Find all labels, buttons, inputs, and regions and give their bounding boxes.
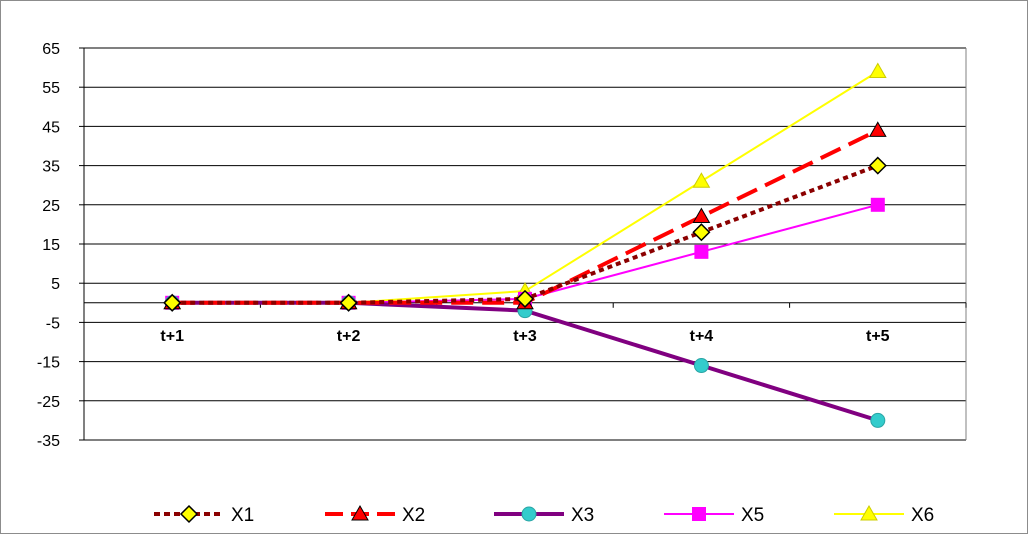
data-point xyxy=(339,293,358,312)
x-tick-label: t+5 xyxy=(866,328,890,345)
y-tick-label: 55 xyxy=(42,80,60,97)
y-tick-label: 35 xyxy=(42,159,60,176)
data-point xyxy=(163,293,182,312)
data-point xyxy=(515,289,535,308)
data-point xyxy=(868,121,887,137)
data-point xyxy=(692,223,711,242)
y-tick-label: 45 xyxy=(42,119,60,136)
x-tick-label: t+1 xyxy=(160,328,184,345)
y-tick-label: -25 xyxy=(37,394,60,411)
data-point xyxy=(694,244,709,259)
y-tick-label: -5 xyxy=(46,315,60,332)
data-point xyxy=(870,412,886,428)
legend-item: X6 xyxy=(834,504,934,526)
data-point xyxy=(692,207,711,224)
y-tick-label: -35 xyxy=(37,433,60,450)
legend-label: X5 xyxy=(741,505,764,526)
legend-label: X1 xyxy=(231,505,254,526)
series-X1 xyxy=(163,156,887,312)
legend-marker xyxy=(860,504,878,521)
y-tick-label: 25 xyxy=(42,198,60,215)
series-X6 xyxy=(163,62,887,310)
x-tick-label: t+3 xyxy=(513,328,537,345)
data-point xyxy=(868,156,887,175)
y-axis: 65 55 45 35 25 15 5 -5 -15 -25 -35 xyxy=(37,41,85,450)
legend-marker xyxy=(692,507,706,521)
x-tick-label: t+2 xyxy=(337,328,361,345)
grid xyxy=(84,47,967,441)
legend: X1 X2 X3 X5 X6 xyxy=(154,504,934,526)
x-tick-label: t+4 xyxy=(690,328,714,345)
series-group xyxy=(163,62,887,428)
legend-item: X1 xyxy=(154,504,254,526)
legend-item: X3 xyxy=(494,505,594,526)
series-line xyxy=(172,128,879,305)
data-point xyxy=(870,197,885,212)
data-point xyxy=(692,172,711,188)
y-tick-label: -15 xyxy=(37,355,60,372)
legend-marker xyxy=(351,504,369,521)
data-point xyxy=(693,358,709,374)
legend-item: X2 xyxy=(325,504,425,526)
data-point xyxy=(868,62,887,79)
y-tick-label: 65 xyxy=(42,41,60,58)
legend-label: X3 xyxy=(571,505,594,526)
y-tick-label: 15 xyxy=(42,237,60,254)
legend-label: X6 xyxy=(911,505,934,526)
legend-item: X5 xyxy=(664,505,764,526)
legend-marker xyxy=(179,504,199,524)
series-line xyxy=(172,70,879,304)
legend-label: X2 xyxy=(402,505,425,526)
y-tick-label: 5 xyxy=(51,276,60,293)
series-X2 xyxy=(163,121,887,310)
legend-marker xyxy=(521,506,537,522)
